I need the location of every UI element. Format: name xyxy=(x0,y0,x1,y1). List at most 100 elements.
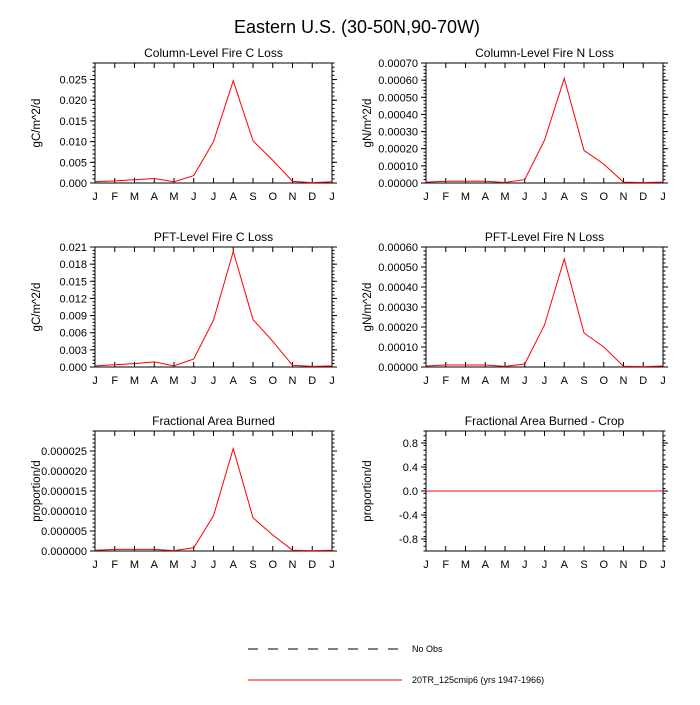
series-line xyxy=(94,249,333,367)
x-tick-label: A xyxy=(561,191,569,203)
x-tick-label: O xyxy=(599,191,608,203)
x-tick-label: F xyxy=(111,375,118,387)
x-tick-label: M xyxy=(130,375,139,387)
x-tick-label: N xyxy=(289,559,297,571)
x-tick-label: A xyxy=(561,375,569,387)
x-tick-label: F xyxy=(442,191,449,203)
series-line xyxy=(94,446,333,552)
x-tick-label: F xyxy=(442,559,449,571)
y-tick-label: 0.00010 xyxy=(378,342,418,354)
x-tick-label: M xyxy=(461,191,470,203)
x-tick-label: S xyxy=(249,375,256,387)
panel-title: Column-Level Fire N Loss xyxy=(475,46,614,60)
x-tick-label: N xyxy=(289,191,297,203)
x-tick-label: J xyxy=(211,559,217,571)
x-tick-label: J xyxy=(329,375,335,387)
x-tick-label: O xyxy=(599,559,608,571)
y-tick-label: 0.00050 xyxy=(378,92,418,104)
x-tick-label: M xyxy=(130,559,139,571)
panel-title: Fractional Area Burned - Crop xyxy=(465,414,625,428)
y-tick-label: 0.00010 xyxy=(378,161,418,173)
x-tick-label: J xyxy=(191,375,197,387)
x-tick-label: F xyxy=(111,191,118,203)
y-tick-label: 0.00030 xyxy=(378,127,418,139)
y-tick-label: 0.025 xyxy=(59,75,87,87)
y-tick-label: 0.018 xyxy=(59,259,87,271)
figure-title: Eastern U.S. (30-50N,90-70W) xyxy=(234,17,480,37)
plot-frame xyxy=(425,62,664,184)
y-axis-label: proportion/d xyxy=(31,460,43,521)
x-tick-label: M xyxy=(500,559,509,571)
y-tick-label: 0.00000 xyxy=(378,362,418,374)
x-tick-label: M xyxy=(461,559,470,571)
y-tick-label: 0.00060 xyxy=(378,242,418,254)
x-tick-label: M xyxy=(130,191,139,203)
x-tick-label: S xyxy=(249,559,256,571)
plot-frame xyxy=(425,246,664,368)
x-tick-label: J xyxy=(660,375,666,387)
x-tick-label: J xyxy=(660,559,666,571)
x-tick-label: J xyxy=(522,559,528,571)
x-tick-label: M xyxy=(500,191,509,203)
x-tick-label: J xyxy=(211,375,217,387)
x-tick-label: D xyxy=(639,375,647,387)
x-tick-label: M xyxy=(461,375,470,387)
y-tick-label: 0.00050 xyxy=(378,262,418,274)
panel-title: Column-Level Fire C Loss xyxy=(144,46,283,60)
legend-label-model: 20TR_125cmip6 (yrs 1947-1966) xyxy=(412,675,544,685)
x-tick-label: J xyxy=(211,191,217,203)
series-line xyxy=(94,79,333,184)
y-tick-label: 0.00060 xyxy=(378,75,418,87)
x-tick-label: D xyxy=(639,559,647,571)
x-tick-label: J xyxy=(329,559,335,571)
y-tick-label: 0.0 xyxy=(403,486,418,498)
series-line xyxy=(425,257,664,368)
y-tick-label: 0.003 xyxy=(59,345,87,357)
x-tick-label: D xyxy=(308,375,316,387)
x-tick-label: J xyxy=(191,559,197,571)
x-tick-label: A xyxy=(561,559,569,571)
y-tick-label: 0.00040 xyxy=(378,109,418,121)
y-tick-label: 0.012 xyxy=(59,293,87,305)
x-tick-label: A xyxy=(482,191,490,203)
x-tick-label: J xyxy=(522,375,528,387)
x-tick-label: N xyxy=(289,375,297,387)
y-tick-label: 0.000000 xyxy=(41,546,87,558)
y-tick-label: 0.00000 xyxy=(378,178,418,190)
x-tick-label: A xyxy=(230,559,238,571)
y-tick-label: 0.015 xyxy=(59,276,87,288)
x-tick-label: M xyxy=(169,559,178,571)
panel-title: PFT-Level Fire C Loss xyxy=(154,230,273,244)
x-tick-label: O xyxy=(268,191,277,203)
y-tick-label: 0.00030 xyxy=(378,302,418,314)
y-tick-label: 0.00020 xyxy=(378,322,418,334)
x-tick-label: N xyxy=(620,375,628,387)
y-tick-label: 0.000010 xyxy=(41,506,87,518)
x-tick-label: D xyxy=(308,191,316,203)
x-tick-label: J xyxy=(542,559,548,571)
y-tick-label: 0.000020 xyxy=(41,466,87,478)
x-tick-label: J xyxy=(92,559,98,571)
x-tick-label: J xyxy=(542,375,548,387)
x-tick-label: A xyxy=(230,375,238,387)
y-tick-label: 0.00070 xyxy=(378,58,418,70)
x-tick-label: J xyxy=(423,375,429,387)
x-tick-label: A xyxy=(151,191,159,203)
y-tick-label: 0.005 xyxy=(59,157,87,169)
y-tick-label: 0.009 xyxy=(59,311,87,323)
x-tick-label: A xyxy=(230,191,238,203)
x-tick-label: J xyxy=(542,191,548,203)
y-tick-label: 0.020 xyxy=(59,95,87,107)
x-tick-label: A xyxy=(151,559,159,571)
x-tick-label: N xyxy=(620,191,628,203)
y-tick-label: 0.021 xyxy=(59,242,87,254)
y-tick-label: 0.4 xyxy=(403,462,418,474)
x-tick-label: J xyxy=(329,191,335,203)
y-tick-label: 0.000025 xyxy=(41,446,87,458)
x-tick-label: A xyxy=(482,375,490,387)
x-tick-label: J xyxy=(191,191,197,203)
